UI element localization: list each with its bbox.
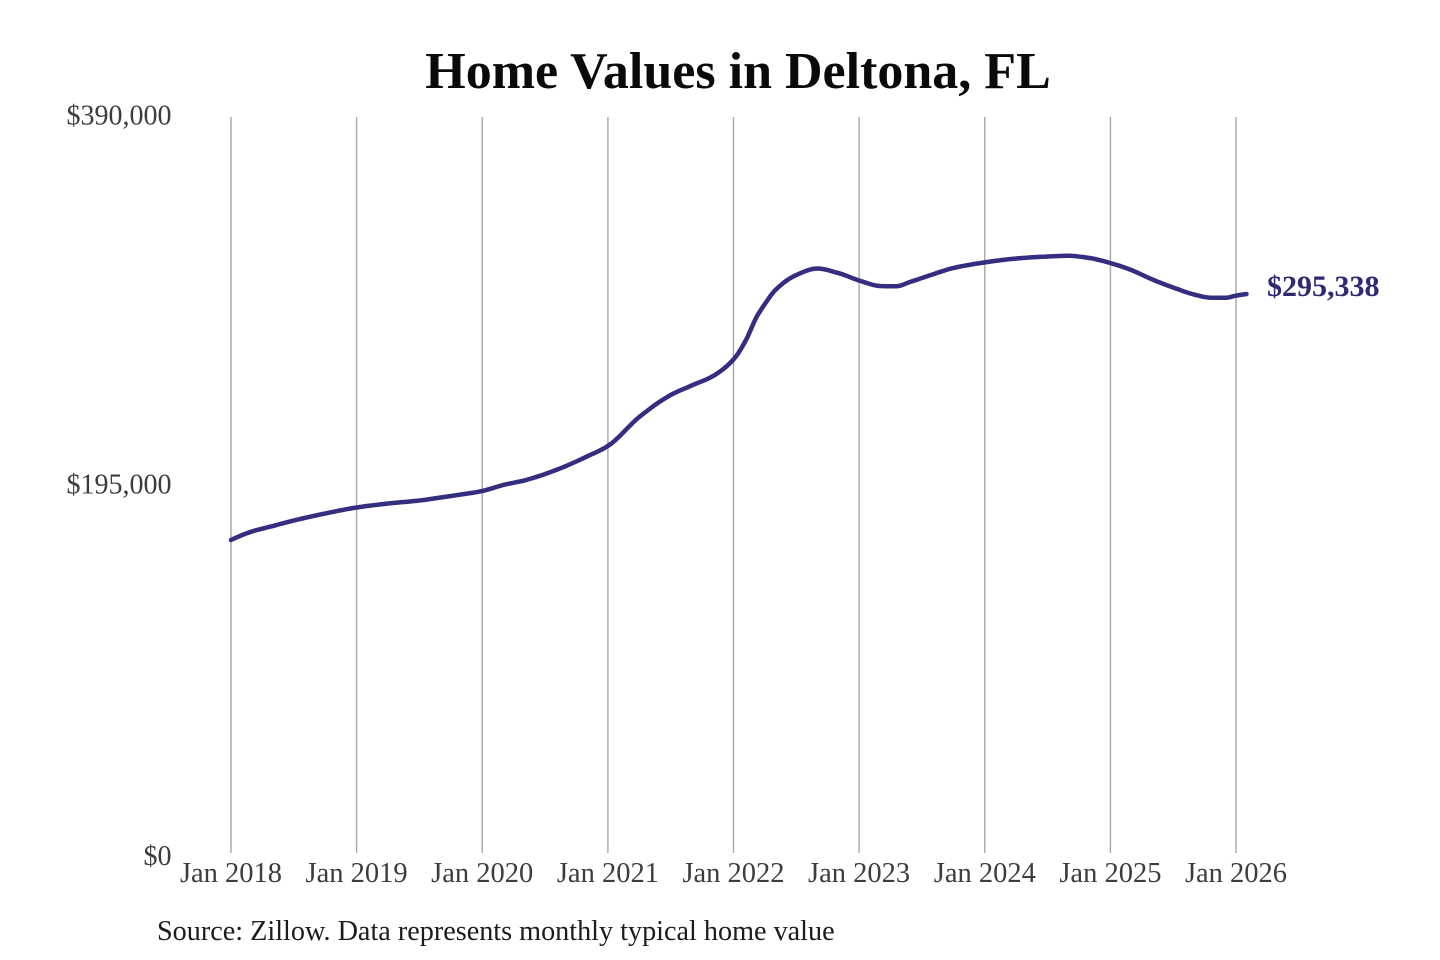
svg-text:Jan 2020: Jan 2020 <box>431 858 533 889</box>
svg-text:Jan 2018: Jan 2018 <box>180 858 282 889</box>
svg-text:$295,338: $295,338 <box>1267 270 1380 303</box>
svg-text:Jan 2021: Jan 2021 <box>557 858 659 889</box>
svg-text:Home Values in Deltona, FL: Home Values in Deltona, FL <box>425 43 1051 100</box>
svg-text:$195,000: $195,000 <box>67 470 172 501</box>
svg-text:Source: Zillow. Data represent: Source: Zillow. Data represents monthly … <box>157 916 835 947</box>
svg-text:Jan 2026: Jan 2026 <box>1185 858 1287 889</box>
svg-text:Jan 2023: Jan 2023 <box>808 858 910 889</box>
svg-text:Jan 2024: Jan 2024 <box>934 858 1036 889</box>
svg-text:Jan 2019: Jan 2019 <box>306 858 408 889</box>
svg-text:$390,000: $390,000 <box>67 101 172 132</box>
svg-text:Jan 2025: Jan 2025 <box>1059 858 1161 889</box>
svg-text:Jan 2022: Jan 2022 <box>682 858 784 889</box>
svg-text:$0: $0 <box>144 841 172 872</box>
